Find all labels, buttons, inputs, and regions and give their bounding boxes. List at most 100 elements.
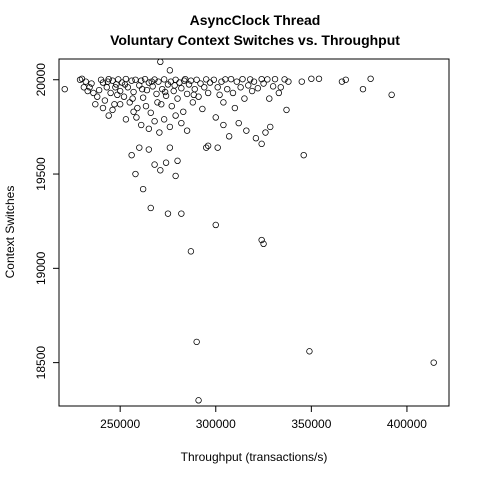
data-point <box>191 85 198 93</box>
data-point <box>201 84 208 91</box>
data-point <box>388 91 395 99</box>
data-point <box>239 76 246 83</box>
data-point <box>133 114 140 121</box>
data-point <box>109 106 116 114</box>
y-tick-label: 18500 <box>34 346 48 380</box>
data-point <box>157 58 164 66</box>
data-point <box>220 121 227 129</box>
data-point <box>258 140 265 148</box>
data-point <box>138 121 145 129</box>
data-point <box>243 127 250 134</box>
data-point <box>206 79 214 86</box>
data-point <box>185 81 193 88</box>
data-point <box>212 221 219 229</box>
data-point <box>199 105 206 113</box>
data-point <box>315 75 323 82</box>
data-point <box>168 102 175 110</box>
data-point <box>178 210 185 217</box>
data-point <box>84 87 91 95</box>
data-point <box>107 89 114 97</box>
data-point <box>161 88 169 96</box>
data-point <box>189 99 196 106</box>
data-point <box>172 172 179 180</box>
data-point <box>359 85 367 93</box>
data-point <box>178 85 185 92</box>
data-point <box>99 79 107 86</box>
data-point <box>247 76 254 83</box>
data-point <box>181 77 188 84</box>
data-point <box>138 85 146 93</box>
data-point <box>193 76 200 83</box>
data-point <box>220 99 227 106</box>
data-point <box>193 338 200 346</box>
data-point <box>241 95 248 102</box>
data-point <box>132 170 139 178</box>
data-point <box>138 77 145 84</box>
data-point <box>122 116 130 123</box>
data-point <box>88 80 95 87</box>
data-point <box>157 167 164 174</box>
data-point <box>139 185 147 193</box>
data-point <box>115 76 122 83</box>
data-point <box>210 76 218 83</box>
data-point <box>129 95 136 102</box>
x-tick-label: 350000 <box>291 417 331 431</box>
data-point <box>120 93 128 100</box>
data-point <box>154 99 161 106</box>
data-point <box>277 84 284 91</box>
chart-title: AsyncClock Thread <box>190 12 321 28</box>
data-point <box>139 94 147 101</box>
data-point <box>92 101 99 108</box>
data-point <box>183 127 191 134</box>
data-point <box>285 78 292 85</box>
data-point <box>250 78 258 85</box>
data-point <box>136 144 143 151</box>
data-point <box>130 88 137 96</box>
data-point <box>195 397 202 404</box>
x-axis-label: Throughput (transactions/s) <box>181 450 328 464</box>
data-point <box>212 114 219 121</box>
data-point <box>271 76 279 83</box>
points-layer <box>61 58 437 404</box>
data-point <box>262 129 269 136</box>
plot-frame <box>58 58 450 407</box>
data-point <box>260 240 267 247</box>
data-point <box>174 95 181 102</box>
data-point <box>147 204 154 212</box>
data-point <box>235 119 242 127</box>
data-point <box>204 142 212 149</box>
data-point <box>264 76 271 83</box>
data-point <box>99 104 107 112</box>
data-point <box>101 97 109 104</box>
data-point <box>114 91 121 99</box>
data-point <box>162 92 170 99</box>
data-point <box>178 119 185 127</box>
data-point <box>82 78 89 85</box>
data-point <box>132 76 139 83</box>
data-point <box>141 76 149 83</box>
data-point <box>61 85 68 93</box>
data-point <box>187 248 195 255</box>
data-point <box>275 89 283 97</box>
y-axis-label: Context Switches <box>3 186 17 279</box>
data-point <box>172 76 179 83</box>
data-point <box>109 77 116 84</box>
data-point <box>203 76 210 83</box>
data-point <box>225 133 233 140</box>
data-point <box>130 108 137 115</box>
data-point <box>156 129 163 136</box>
data-point <box>306 348 313 355</box>
data-point <box>147 109 154 116</box>
chart-subtitle: Voluntary Context Switches vs. Throughpu… <box>110 32 400 48</box>
data-point <box>231 104 239 112</box>
data-point <box>338 78 346 85</box>
data-point <box>128 77 135 84</box>
data-point <box>126 99 133 106</box>
data-point <box>80 84 88 91</box>
data-point <box>216 91 223 99</box>
data-point <box>174 157 181 165</box>
data-point <box>258 236 265 244</box>
data-point <box>134 104 141 112</box>
data-point <box>153 90 160 98</box>
data-point <box>266 95 273 102</box>
